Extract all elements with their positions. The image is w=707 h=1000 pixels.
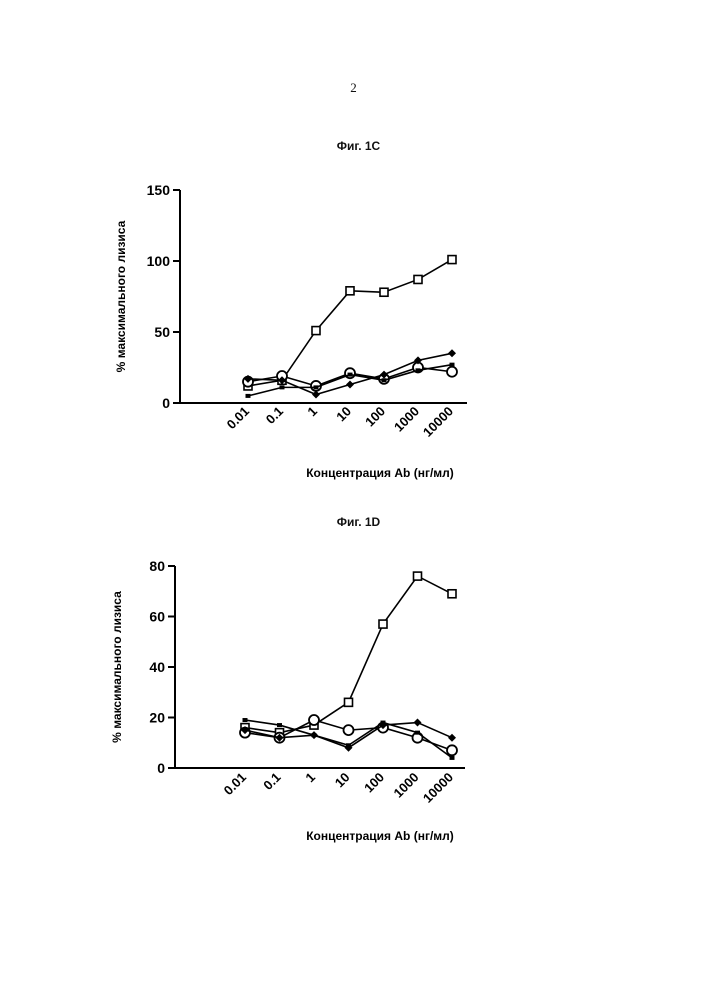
data-point-filled-square (382, 378, 387, 382)
data-point-filled-diamond (414, 719, 422, 727)
charts-canvas: 0501001500.010.1110100100010000% максима… (0, 0, 707, 1000)
y-tick-label: 0 (157, 760, 165, 776)
data-point-filled-square (416, 368, 421, 372)
data-point-filled-square (243, 718, 248, 722)
data-point-open-square (380, 288, 388, 296)
data-point-filled-square (346, 743, 351, 747)
x-tick-label: 10000 (420, 404, 456, 440)
data-point-filled-diamond (346, 381, 354, 389)
data-point-filled-square (246, 394, 251, 398)
data-point-open-square (345, 698, 353, 706)
data-point-open-circle (309, 715, 319, 725)
x-tick-label: 10000 (420, 770, 456, 806)
x-tick-label: 1 (302, 770, 318, 786)
x-axis-title: Концентрация Ab (нг/мл) (306, 466, 454, 480)
data-point-open-square (346, 287, 354, 295)
data-point-filled-diamond (312, 390, 320, 398)
data-point-filled-square (314, 385, 319, 389)
chart-1d: 0 20 40 60 80 0.01 0.1 1 10 100100010000 % максима… (110, 558, 465, 843)
data-point-filled-square (348, 373, 353, 377)
x-tick-label: 0.01 (224, 404, 253, 433)
data-point-open-square (379, 620, 387, 628)
y-tick-label: 0 (162, 395, 170, 411)
x-tick-label: 10 (332, 770, 353, 791)
y-tick-label: 100 (147, 253, 171, 269)
series-line-open-square (245, 576, 452, 733)
y-tick-label: 40 (149, 659, 165, 675)
y-tick-label: 150 (147, 182, 171, 198)
y-tick-label: 20 (149, 710, 165, 726)
y-tick-label: 50 (154, 324, 170, 340)
data-point-open-square (448, 256, 456, 264)
chart-1c: 0501001500.010.1110100100010000% максима… (114, 182, 467, 480)
data-point-open-circle (447, 745, 457, 755)
x-tick-label: 100 (362, 404, 388, 430)
data-point-open-square (312, 327, 320, 335)
y-axis-title: % максимального лизиса (110, 591, 124, 743)
x-tick-label: 0.1 (263, 404, 286, 427)
y-axis-title: % максимального лизиса (114, 220, 128, 372)
data-point-open-circle (344, 725, 354, 735)
data-point-filled-square (450, 363, 455, 367)
data-point-filled-diamond (448, 349, 456, 357)
x-tick-label: 0.01 (221, 770, 250, 799)
y-tick-label: 60 (149, 609, 165, 625)
data-point-filled-square (415, 731, 420, 735)
data-point-filled-square (381, 721, 386, 725)
data-point-filled-square (277, 723, 282, 727)
x-tick-label: 1000 (391, 770, 422, 801)
data-point-filled-square (280, 385, 285, 389)
x-tick-label: 1 (304, 404, 320, 420)
x-axis-title: Концентрация Ab (нг/мл) (306, 829, 454, 843)
data-point-open-square (414, 275, 422, 283)
x-tick-label: 100 (361, 770, 387, 796)
data-point-open-square (448, 590, 456, 598)
data-point-open-square (414, 572, 422, 580)
x-tick-label: 10 (333, 404, 354, 425)
data-point-filled-diamond (448, 734, 456, 742)
x-tick-label: 1000 (391, 404, 422, 435)
data-point-filled-square (450, 756, 455, 760)
x-tick-label: 0.1 (260, 770, 283, 793)
y-tick-label: 80 (149, 558, 165, 574)
data-point-filled-square (312, 733, 317, 737)
data-point-open-circle (447, 367, 457, 377)
